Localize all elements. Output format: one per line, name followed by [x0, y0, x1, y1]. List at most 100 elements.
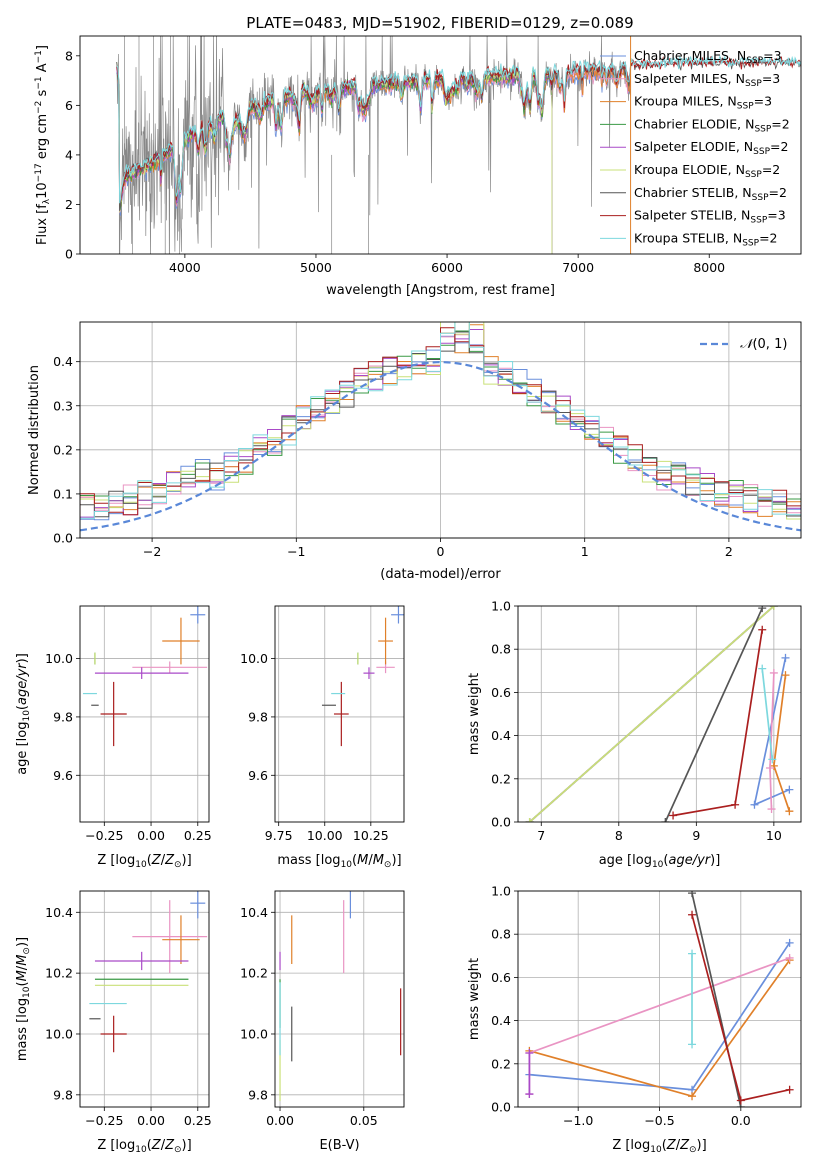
y-axis-label: mass weight	[467, 958, 482, 1040]
x-axis-label: wavelength [Angstrom, rest frame]	[326, 283, 555, 298]
legend-entry-kroupa_stelib: Kroupa STELIB, NSSP=2	[634, 230, 778, 248]
legend-count: =2	[771, 116, 789, 131]
x-tick-label: 1	[581, 544, 589, 559]
x-tick-label: 10.00	[307, 828, 343, 843]
y-tick-label: 0.4	[491, 728, 511, 743]
plot-layer: 4000 5000 6000 7000 8000 0 2 4 6 8 wavelength [Ang…	[15, 35, 802, 1155]
y-tick-label: 10.4	[45, 905, 73, 920]
y-axis-label: Normed distribution	[27, 365, 42, 495]
x-tick-label: 0.00	[137, 828, 165, 843]
x-tick-label: 0.00	[137, 1113, 165, 1128]
legend-subscript: SSP	[752, 193, 769, 203]
x-tick-label: −0.5	[644, 1113, 674, 1128]
legend-text: Salpeter STELIB, N	[634, 208, 750, 223]
x-tick-label: 7	[537, 828, 545, 843]
legend-entry-chabrier_elodie: Chabrier ELODIE, NSSP=2	[634, 116, 790, 134]
figure-title: PLATE=0483, MJD=51902, FIBERID=0129, z=0…	[246, 14, 633, 32]
y-tick-label: 1.0	[491, 599, 511, 614]
weight-marker-kroupa_stelib	[688, 1040, 697, 1049]
mass-vs-EBV-plot-area	[279, 891, 402, 1101]
x-tick-label: 6000	[431, 260, 463, 275]
legend-count: =2	[762, 162, 780, 177]
weight-vs-age-plot-area	[525, 606, 794, 822]
spectrum-legend: Chabrier MILES, NSSP=3 Salpeter MILES, NS…	[600, 48, 790, 248]
weight-marker-kroupa_stelib	[768, 755, 777, 764]
legend-text: Kroupa STELIB, N	[634, 230, 742, 245]
x-tick-label: 9	[692, 828, 700, 843]
spectrum-plot-area	[116, 36, 801, 254]
legend-subscript: SSP	[737, 102, 754, 112]
weight-marker-kroupa_elodie	[525, 818, 534, 822]
x-tick-label: −2	[143, 544, 161, 559]
legend-entry-salpeter_stelib: Salpeter STELIB, NSSP=3	[634, 208, 786, 226]
legend-entry-kroupa_miles: Kroupa MILES, NSSP=3	[634, 94, 772, 112]
y-tick-label: 0.8	[491, 927, 511, 942]
weight-vs-Z-plot-area	[525, 891, 794, 1107]
legend-text: Chabrier STELIB, N	[634, 185, 752, 200]
residuals-plot-area	[80, 322, 801, 538]
y-tick-label: 6	[65, 98, 73, 113]
weight-marker-kroupa_miles	[688, 1092, 697, 1101]
age-vs-Z-plot-area	[82, 606, 208, 747]
x-tick-label: 10	[766, 828, 782, 843]
legend-text: Salpeter ELODIE, N	[634, 139, 753, 154]
y-tick-label: 9.6	[248, 768, 268, 783]
x-tick-label: −0.25	[85, 828, 123, 843]
weight-marker-salpeter_stelib	[736, 1096, 745, 1105]
y-axis-label: Flux [fλ10−17 erg cm−2 s−1 A−1]	[34, 45, 52, 245]
x-tick-label: −1.0	[563, 1113, 593, 1128]
legend-entry-chabrier_stelib: Chabrier STELIB, NSSP=2	[634, 185, 787, 203]
mass-vs-Z-panel: −0.25 0.00 0.25 9.8 10.0 10.2 10.4 Z [log10(Z/Z…	[15, 890, 212, 1155]
age-vs-Z-panel: −0.25 0.00 0.25 9.6 9.8 10.0 Z [log10(Z/Z⊙)] ag…	[15, 605, 212, 870]
residuals-panel: −2 −1 0 1 2 0.0 0.1 0.2 0.3 0.4 𝒩(0, 1) (data-model…	[27, 321, 802, 582]
legend-entry-chabrier_miles: Chabrier MILES, NSSP=3	[634, 48, 782, 66]
axes-frame	[274, 605, 405, 823]
weight-marker-chabrier_stelib	[758, 606, 767, 613]
weight-marker-kroupa_elodie	[769, 606, 778, 610]
axes-frame	[274, 890, 405, 1108]
weight-line-salpeter_stelib	[672, 629, 764, 817]
weight-marker-salpeter_elodie	[525, 1049, 534, 1057]
weight-vs-age-panel: 7 8 9 10 0.0 0.2 0.4 0.6 0.8 1.0 age [log10(age/yr…	[467, 599, 802, 870]
weight-marker-kroupa_stelib	[758, 664, 767, 673]
weight-marker-kroupa_stelib	[688, 949, 697, 958]
mass-vs-Z-plot-area	[89, 891, 208, 1053]
y-tick-label: 0.3	[53, 398, 73, 413]
x-tick-label: 0.25	[184, 1113, 212, 1128]
weight-marker-salpeter_stelib	[785, 1085, 794, 1094]
x-tick-label: 0.25	[184, 828, 212, 843]
y-tick-label: 9.8	[248, 1087, 268, 1102]
y-axis-label: age [log10(age/yr)]	[15, 653, 32, 775]
legend-entry-salpeter_miles: Salpeter MILES, NSSP=3	[634, 71, 780, 89]
y-tick-label: 10.0	[45, 651, 73, 666]
y-tick-label: 9.8	[53, 709, 73, 724]
y-tick-label: 0.2	[491, 1056, 511, 1071]
weight-marker-kroupa_miles	[785, 807, 794, 816]
legend-text: Chabrier ELODIE, N	[634, 116, 754, 131]
y-tick-label: 9.8	[248, 709, 268, 724]
x-axis-label: Z [log10(Z/Z⊙)]	[97, 853, 191, 870]
histogram-kroupa_stelib	[80, 322, 801, 538]
y-tick-label: 10.2	[240, 966, 268, 981]
x-axis-label: Z [log10(Z/Z⊙)]	[612, 1138, 706, 1155]
y-tick-label: 0.1	[53, 486, 73, 501]
weight-line-kroupa_stelib	[761, 668, 774, 760]
x-axis-label: E(B-V)	[319, 1138, 359, 1153]
y-tick-label: 0.2	[53, 442, 73, 457]
legend-count: =3	[754, 94, 772, 109]
y-axis-label: mass [log10(M/M⊙)]	[15, 937, 32, 1061]
y-tick-label: 0.8	[491, 642, 511, 657]
y-tick-label: 0.4	[53, 354, 73, 369]
y-tick-label: 0.6	[491, 970, 511, 985]
weight-marker-chabrier_miles	[781, 653, 790, 662]
x-tick-label: 0	[437, 544, 445, 559]
observed-spectrum	[116, 36, 631, 254]
x-tick-label: 4000	[169, 260, 201, 275]
x-tick-label: 0.05	[350, 1113, 378, 1128]
weight-line-chabrier_stelib	[664, 607, 763, 822]
weight-line-kroupa_elodie	[529, 606, 775, 822]
y-tick-label: 10.2	[45, 966, 73, 981]
legend-subscript: SSP	[745, 170, 762, 180]
x-tick-label: 8000	[693, 260, 725, 275]
legend-entry-salpeter_elodie: Salpeter ELODIE, NSSP=2	[634, 139, 788, 157]
